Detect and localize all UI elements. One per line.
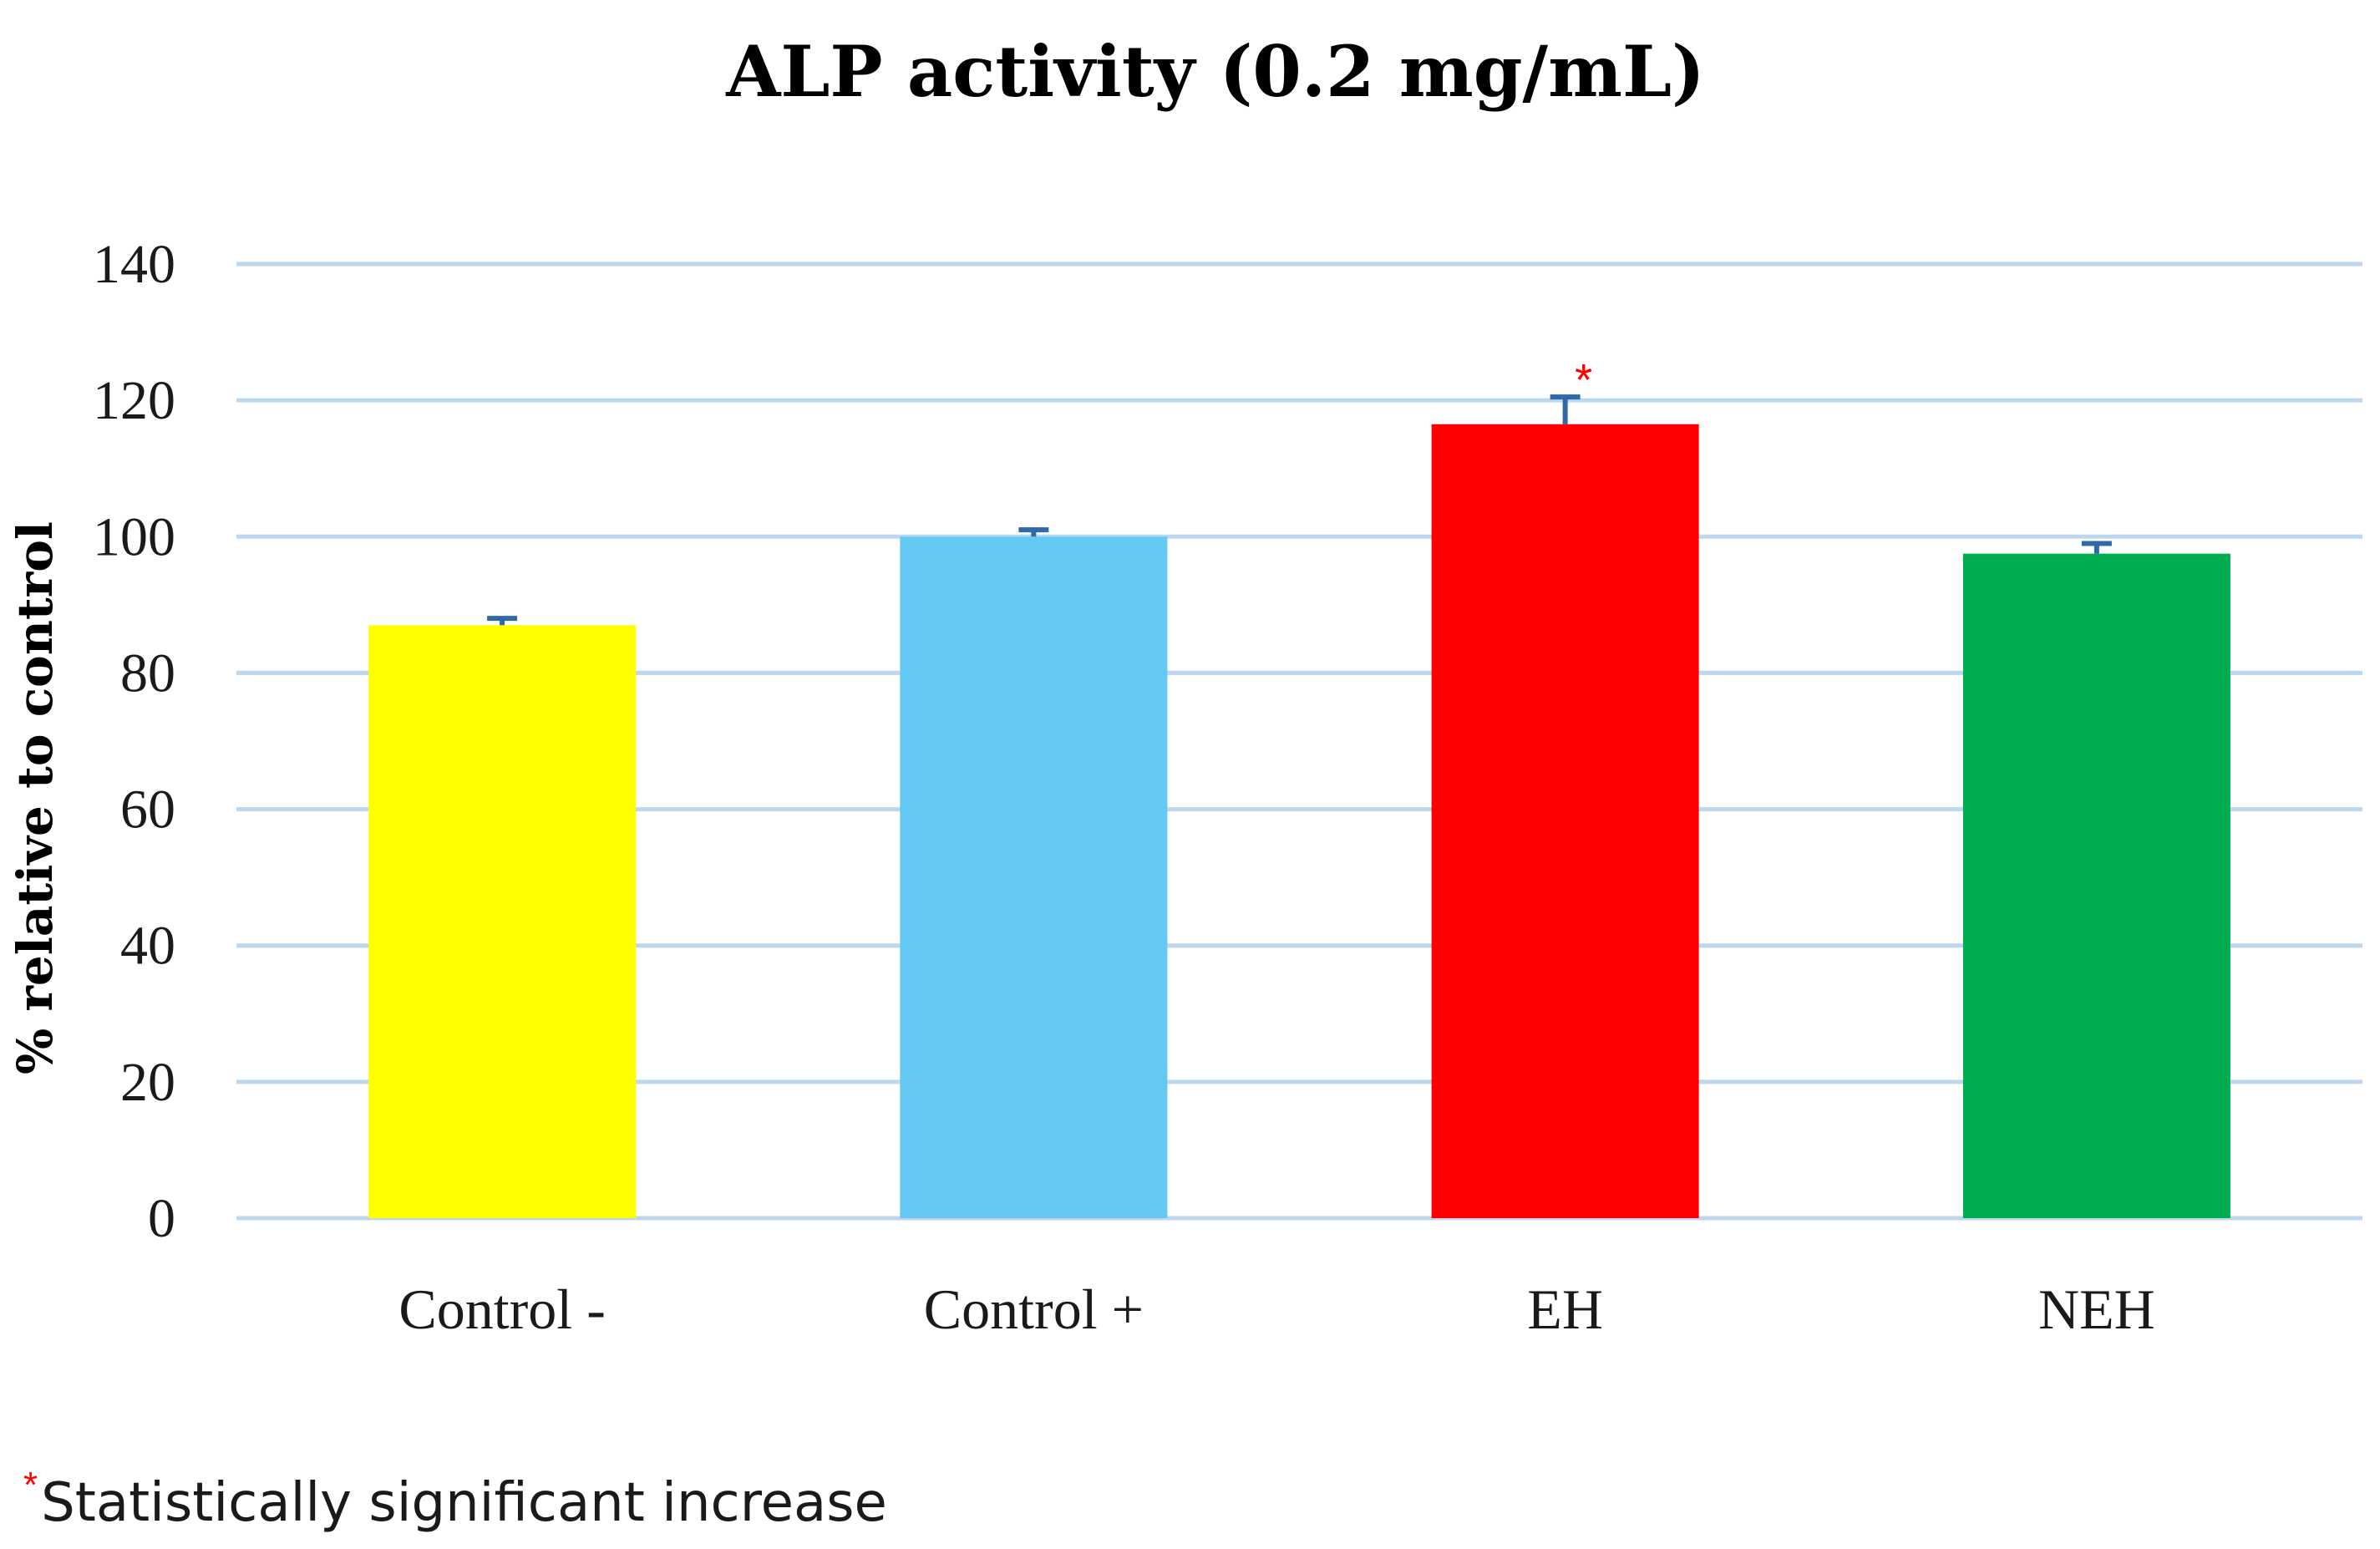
y-tick-label-60: 60 xyxy=(120,780,175,841)
y-tick-label-0: 0 xyxy=(148,1188,175,1249)
significance-marker-2: * xyxy=(1575,355,1592,405)
x-tick-label-1: Control + xyxy=(924,1277,1144,1341)
y-tick-label-100: 100 xyxy=(93,506,175,567)
y-tick-label-140: 140 xyxy=(93,234,175,295)
x-axis-labels: Control - Control + EH NEH xyxy=(398,1277,2154,1341)
x-tick-label-0: Control - xyxy=(398,1277,605,1341)
bar-eh xyxy=(1431,424,1699,1218)
x-tick-label-2: EH xyxy=(1527,1277,1603,1341)
chart-title: ALP activity (0.2 mg/mL) xyxy=(725,30,1705,113)
y-tick-label-40: 40 xyxy=(120,916,175,977)
x-tick-label-3: NEH xyxy=(2038,1277,2155,1341)
y-tick-label-120: 120 xyxy=(93,370,175,431)
significance-markers: * xyxy=(1575,355,1592,405)
bar-control xyxy=(368,625,637,1218)
bars xyxy=(368,424,2230,1218)
footnote: * Statistically significant increase xyxy=(23,1465,887,1534)
y-tick-label-20: 20 xyxy=(120,1052,175,1113)
y-tick-label-80: 80 xyxy=(120,642,175,703)
error-bars xyxy=(487,394,2112,626)
y-axis-ticks: 0 20 40 60 80 100 120 140 xyxy=(93,234,175,1249)
bar-neh xyxy=(1962,553,2230,1218)
bar-control xyxy=(900,536,1168,1218)
y-axis-label: % relative to control xyxy=(7,521,63,1074)
footnote-marker: * xyxy=(23,1465,38,1506)
footnote-text: Statistically significant increase xyxy=(41,1472,887,1534)
